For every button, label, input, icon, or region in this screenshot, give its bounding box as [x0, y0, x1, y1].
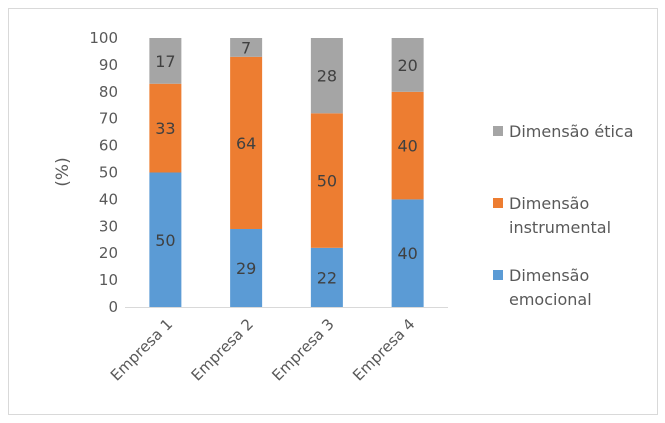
data-label: 50 [317, 172, 337, 191]
y-tick-label: 20 [99, 244, 118, 262]
bar-segment [310, 113, 343, 248]
data-label: 29 [236, 259, 256, 278]
data-label: 17 [155, 52, 175, 71]
y-tick-label: 90 [99, 56, 118, 74]
legend: Dimensão ética Dimensão instrumental Dimens… [493, 122, 634, 309]
bar-segment [391, 38, 424, 92]
data-label: 7 [241, 38, 251, 57]
bar-segment [310, 38, 343, 114]
x-tick-label: Empresa 1 [107, 315, 176, 384]
bar-segment [391, 91, 424, 200]
data-label: 64 [236, 134, 256, 153]
x-tick-label: Empresa 4 [349, 315, 418, 384]
y-axis: 0 10 20 30 40 50 60 70 80 90 100 [89, 29, 118, 316]
bar-segment [149, 172, 182, 307]
x-tick-label: Empresa 3 [268, 315, 337, 384]
bar-segment [230, 228, 263, 307]
x-tick-label: Empresa 2 [188, 315, 257, 384]
data-label: 40 [397, 137, 417, 156]
legend-label: Dimensão ética [509, 122, 634, 141]
y-tick-label: 40 [99, 190, 118, 208]
bar-segment [230, 56, 263, 229]
y-tick-label: 0 [108, 298, 118, 316]
bars: 50 33 17 29 64 7 22 50 28 40 40 20 [149, 38, 424, 307]
y-axis-title: (%) [53, 157, 73, 186]
data-label: 40 [397, 244, 417, 263]
legend-label: Dimensão instrumental [509, 194, 611, 237]
y-tick-label: 70 [99, 110, 118, 128]
y-tick-label: 50 [99, 164, 118, 182]
bar-segment [149, 83, 182, 173]
data-label: 22 [317, 268, 337, 287]
y-tick-label: 10 [99, 271, 118, 289]
x-axis: Empresa 1 Empresa 2 Empresa 3 Empresa 4 [107, 307, 448, 384]
bar-segment [149, 38, 182, 84]
y-tick-label: 80 [99, 83, 118, 101]
legend-swatch [493, 270, 503, 280]
bar-segment [391, 199, 424, 307]
bar-segment [310, 247, 343, 307]
data-label: 28 [317, 67, 337, 86]
y-tick-label: 30 [99, 217, 118, 235]
data-label: 50 [155, 231, 175, 250]
legend-swatch [493, 198, 503, 208]
legend-label: Dimensão emocional [509, 266, 592, 309]
legend-swatch [493, 126, 503, 136]
data-label: 33 [155, 119, 175, 138]
data-label: 20 [397, 56, 417, 75]
y-tick-label: 100 [89, 29, 118, 47]
y-tick-label: 60 [99, 137, 118, 155]
bar-segment [230, 38, 263, 57]
